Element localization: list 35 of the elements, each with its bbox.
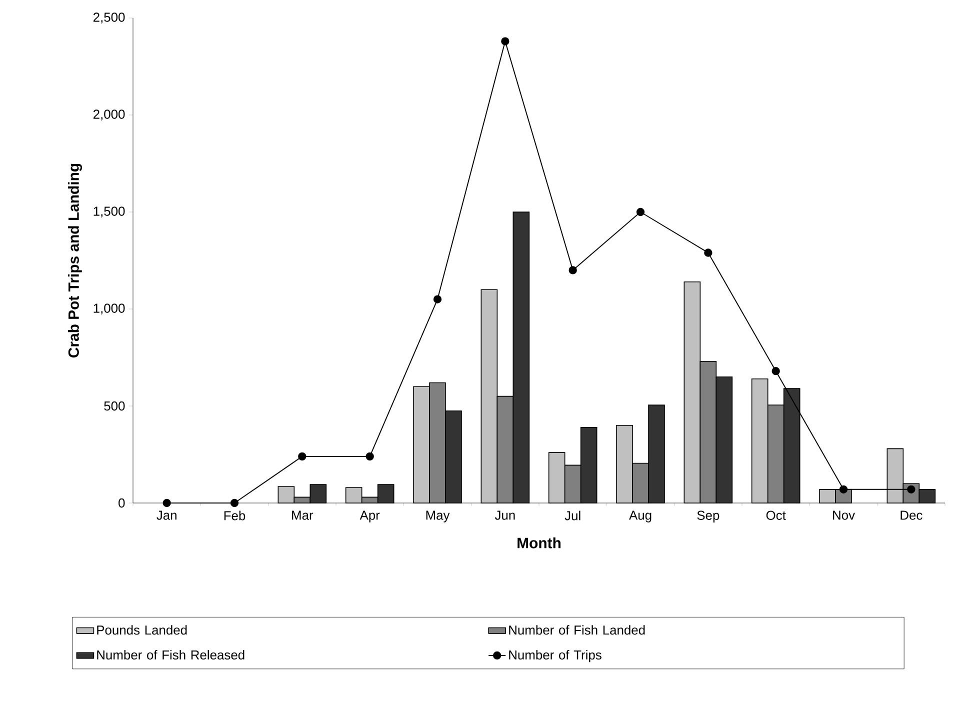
x-tick-label: Jul — [564, 510, 580, 520]
point — [501, 37, 510, 46]
y-axis-title: Crab Pot Trips and Landing — [68, 164, 82, 358]
y-tick-label: 1,000 — [94, 304, 125, 314]
point — [433, 295, 442, 304]
legend-label: Number of Fish Landed — [509, 625, 645, 635]
y-tick-label: 2,500 — [93, 12, 125, 24]
x-tick-label: Mar — [292, 510, 314, 520]
point — [636, 208, 645, 216]
x-axis-title: Month — [518, 537, 560, 548]
y-tick-label: 2,000 — [93, 110, 125, 120]
y-tick-label: 1,500 — [94, 206, 125, 218]
point — [839, 485, 848, 494]
legend-label: Number of Fish Released — [97, 650, 244, 660]
x-tick-label: Jan — [156, 510, 176, 520]
point — [772, 366, 780, 376]
y-tick-label: 0 — [118, 498, 125, 508]
x-tick-label: Oct — [766, 510, 786, 520]
point — [366, 452, 374, 461]
x-tick-label: Sep — [697, 510, 720, 523]
x-tick-label: Apr — [360, 510, 380, 522]
point — [230, 498, 239, 508]
point — [704, 248, 712, 257]
x-tick-label: Dec — [900, 510, 922, 520]
legend-label: Pounds Landed — [97, 625, 187, 635]
y-tick-label: 500 — [104, 401, 125, 411]
point — [162, 498, 171, 508]
legend-label: Number of Trips — [509, 650, 602, 662]
x-tick-label: Jun — [494, 510, 515, 520]
x-tick-label: Nov — [833, 510, 855, 520]
point — [298, 452, 306, 461]
point — [568, 266, 577, 274]
x-tick-label: May — [426, 510, 450, 522]
x-tick-label: Aug — [629, 510, 652, 522]
x-tick-label: Feb — [224, 510, 246, 520]
